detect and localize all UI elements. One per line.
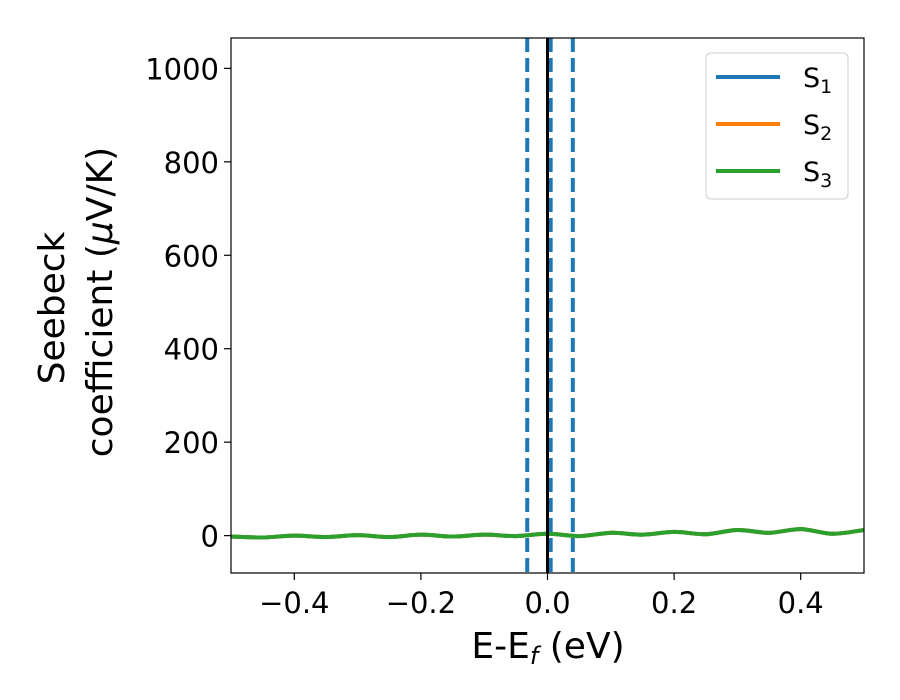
x-tick-label: 0.2 bbox=[651, 586, 697, 620]
y-tick-label: 400 bbox=[164, 333, 219, 367]
legend-label-s1: S1 bbox=[803, 63, 832, 98]
y-tick-label: 600 bbox=[164, 239, 219, 273]
legend-label-s2: S2 bbox=[803, 110, 832, 145]
y-tick-label: 1000 bbox=[145, 52, 219, 86]
legend: S1 S2 S3 bbox=[705, 52, 849, 200]
x-axis: −0.4 −0.2 0.0 0.2 0.4 bbox=[259, 573, 824, 620]
y-axis-label-line1: Seebeck bbox=[32, 231, 73, 384]
x-axis-label-main: E-E bbox=[471, 626, 529, 667]
x-tick-label: −0.4 bbox=[259, 586, 329, 620]
y-tick-label: 200 bbox=[164, 426, 219, 460]
y-tick-label: 800 bbox=[164, 146, 219, 180]
y-axis-label-post: V/K) bbox=[80, 147, 121, 221]
y-axis-label-pre: coefficient ( bbox=[80, 244, 121, 457]
x-tick-label: 0.4 bbox=[778, 586, 824, 620]
x-tick-label: 0.0 bbox=[524, 586, 570, 620]
y-tick-label: 0 bbox=[201, 520, 219, 554]
x-axis-label-unit: (eV) bbox=[538, 626, 624, 667]
y-axis-label-mu: μ bbox=[80, 221, 121, 245]
x-axis-label: E-Ef (eV) bbox=[471, 626, 624, 670]
x-tick-label: −0.2 bbox=[386, 586, 456, 620]
y-axis: 0 200 400 600 800 1000 bbox=[145, 52, 231, 554]
legend-label-s3: S3 bbox=[803, 157, 832, 192]
vline-layer bbox=[525, 38, 575, 573]
y-axis-label-line2: coefficient (μV/K) bbox=[80, 147, 121, 457]
